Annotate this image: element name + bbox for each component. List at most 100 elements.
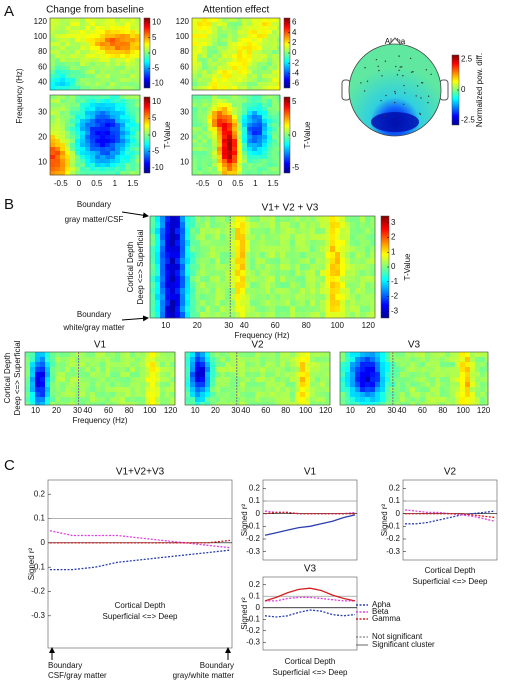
heat-cell (75, 167, 81, 172)
heat-cell (80, 95, 86, 100)
heat-cell (227, 99, 233, 104)
heat-cell (300, 362, 306, 368)
heat-cell (115, 139, 121, 144)
heat-cell (130, 107, 136, 112)
x-axis-label: Superficial <=> Deep (413, 577, 488, 586)
x-axis-label: Cortical Depth (285, 657, 336, 666)
heat-cell (40, 377, 46, 383)
heat-cell (145, 397, 151, 403)
heat-cell (185, 387, 191, 393)
heat-cell (40, 382, 46, 388)
heat-cell (295, 300, 301, 307)
heat-cell (192, 42, 198, 47)
heat-cell (155, 357, 161, 363)
heat-cell (120, 119, 126, 124)
heat-cell (100, 30, 106, 35)
heat-cell (257, 30, 263, 35)
heat-cell (210, 306, 216, 313)
heat-cell (125, 82, 131, 87)
heat-cell (247, 66, 253, 71)
heat-cell (75, 111, 81, 116)
heat-cell (227, 58, 233, 63)
heat-cell (70, 402, 76, 406)
chart-title: V1+V2+V3 (116, 467, 165, 478)
heat-cell (205, 222, 211, 229)
heat-cell (197, 127, 203, 132)
heat-cell (195, 402, 201, 406)
heat-cell (250, 288, 256, 295)
heat-cell (130, 372, 136, 378)
heat-cell (207, 78, 213, 83)
x-tick-label: 60 (418, 406, 427, 415)
heat-cell (50, 151, 56, 156)
heat-cell (80, 18, 86, 23)
heat-cell (100, 367, 106, 373)
heat-cell (207, 131, 213, 136)
heat-cell (135, 86, 141, 91)
heat-cell (180, 240, 186, 247)
heat-cell (217, 107, 223, 112)
heat-cell (207, 66, 213, 71)
heat-cell (65, 86, 71, 91)
heat-cell (220, 234, 226, 241)
heat-cell (450, 397, 456, 403)
heat-cell (155, 392, 161, 398)
heat-cell (212, 26, 218, 31)
heat-cell (120, 82, 126, 87)
heat-cell (245, 246, 251, 253)
heat-cell (227, 139, 233, 144)
heat-cell (237, 151, 243, 156)
heat-cell (270, 264, 276, 271)
heat-cell (232, 62, 238, 67)
heat-cell (240, 357, 246, 363)
heat-cell (262, 46, 268, 51)
heat-cell (202, 46, 208, 51)
heat-cell (277, 159, 281, 164)
heat-cell (290, 258, 296, 265)
heat-cell (257, 18, 263, 23)
heat-cell (242, 107, 248, 112)
heat-cell (375, 372, 381, 378)
heat-cell (320, 397, 326, 403)
heat-cell (205, 228, 211, 235)
heat-cell (230, 288, 236, 295)
heat-cell (250, 392, 256, 398)
heat-cell (315, 306, 321, 313)
heat-cell (360, 312, 366, 319)
heat-cell (222, 78, 228, 83)
heat-cell (285, 270, 291, 277)
heat-cell (105, 107, 111, 112)
heat-cell (250, 312, 256, 319)
heat-cell (90, 131, 96, 136)
heat-cell (75, 74, 81, 79)
heat-cell (80, 123, 86, 128)
heat-cell (130, 30, 136, 35)
heat-cell (265, 222, 271, 229)
heat-cell (217, 95, 223, 100)
x-tick-label: 100 (299, 406, 313, 415)
heat-cell (40, 397, 46, 403)
heat-cell (230, 282, 236, 289)
heat-cell (90, 46, 96, 51)
heat-cell (70, 18, 76, 23)
heat-cell (100, 139, 106, 144)
heat-cell (345, 276, 351, 283)
heat-cell (257, 115, 263, 120)
heat-cell (35, 352, 41, 358)
heat-cell (192, 171, 198, 176)
heat-cell (227, 151, 233, 156)
heat-cell (480, 387, 486, 393)
heat-cell (70, 42, 76, 47)
y-axis-label: Signed r² (240, 597, 249, 630)
heat-cell (275, 387, 281, 393)
heat-cell (90, 402, 96, 406)
heat-cell (285, 252, 291, 259)
legend-label: Gamma (372, 614, 401, 623)
heat-cell (90, 397, 96, 403)
heat-cell (252, 123, 258, 128)
heat-cell (212, 58, 218, 63)
heatmap-frame (191, 94, 281, 176)
heat-cell (220, 397, 226, 403)
heat-cell (420, 382, 426, 388)
heat-cell (257, 66, 263, 71)
